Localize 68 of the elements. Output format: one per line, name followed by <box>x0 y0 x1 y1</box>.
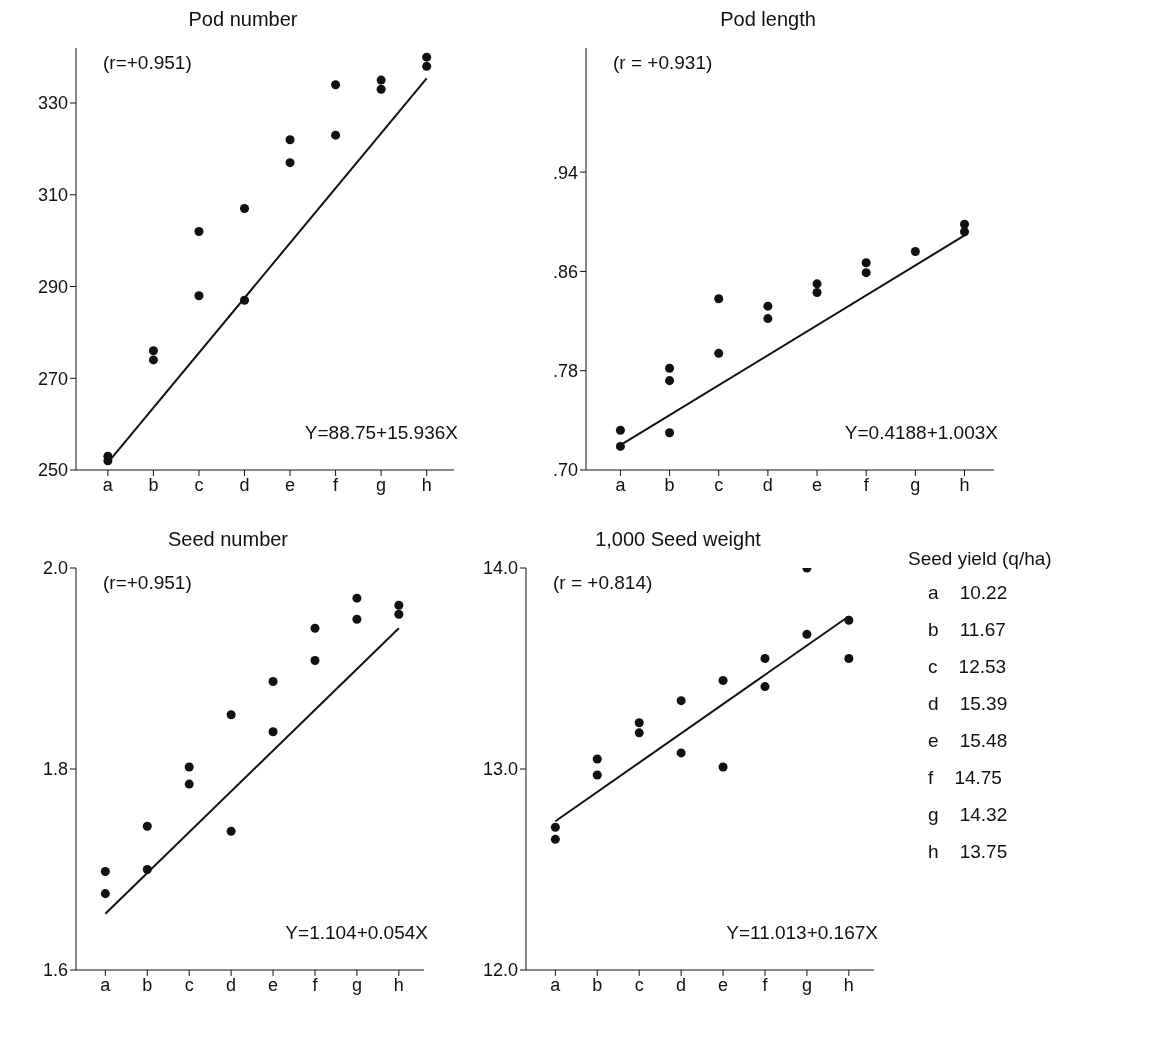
annotation: (r = +0.931) <box>613 52 713 74</box>
x-tick-label: f <box>863 474 870 495</box>
text: h 13.75 <box>927 841 1009 864</box>
x-tick-label: g <box>351 974 362 995</box>
chart-title: Seed number <box>166 528 290 552</box>
y-tick-label: 250 <box>37 460 68 481</box>
annotation: Y=1.104+0.054X <box>285 922 428 944</box>
text: g 14.32 <box>927 804 1009 827</box>
x-tick-label: a <box>550 974 562 995</box>
y-tick-label: .78 <box>552 361 578 382</box>
annotation: Y=0.4188+1.003X <box>844 422 998 444</box>
chart-title: 1,000 Seed weight <box>594 528 762 552</box>
y-tick-label: 330 <box>37 93 68 114</box>
y-tick-label: 290 <box>37 276 68 297</box>
x-tick-label: g <box>801 974 812 995</box>
y-tick-label: 1.6 <box>42 960 68 981</box>
x-tick-label: d <box>226 974 237 995</box>
annotation: Y=11.013+0.167X <box>726 922 878 944</box>
annotation: (r=+0.951) <box>103 52 192 74</box>
x-tick-label: a <box>100 974 112 995</box>
x-tick-label: h <box>959 474 970 495</box>
text: d 15.39 <box>927 693 1009 716</box>
y-tick-label: 1.8 <box>42 759 68 780</box>
x-tick-label: c <box>634 974 644 995</box>
y-tick-label: .94 <box>552 162 578 183</box>
y-tick-label: 310 <box>37 185 68 206</box>
y-tick-label: .86 <box>552 261 578 282</box>
x-tick-label: a <box>615 474 627 495</box>
x-tick-label: c <box>194 474 204 495</box>
x-tick-label: e <box>268 974 279 995</box>
text: c 12.53 <box>927 656 1008 679</box>
text: e 15.48 <box>927 730 1009 753</box>
x-tick-label: d <box>676 974 687 995</box>
x-tick-label: c <box>184 974 194 995</box>
x-tick-label: g <box>376 474 387 495</box>
x-tick-label: b <box>148 474 159 495</box>
x-tick-label: e <box>812 474 823 495</box>
text: a 10.22 <box>927 582 1009 605</box>
y-tick-label: 13.0 <box>482 759 518 780</box>
y-tick-label: 14.0 <box>482 558 518 579</box>
x-tick-label: e <box>285 474 296 495</box>
x-tick-label: h <box>393 974 404 995</box>
annotation: Y=88.75+15.936X <box>304 422 458 444</box>
text: b 11.67 <box>927 619 1007 642</box>
y-tick-label: 2.0 <box>42 558 68 579</box>
x-tick-label: a <box>102 474 114 495</box>
x-tick-label: b <box>664 474 675 495</box>
chart-title: Pod length <box>719 8 817 32</box>
x-tick-label: h <box>843 974 854 995</box>
x-tick-label: d <box>762 474 773 495</box>
x-tick-label: f <box>312 974 319 995</box>
x-tick-label: b <box>592 974 603 995</box>
x-tick-label: h <box>421 474 432 495</box>
x-tick-label: f <box>333 474 340 495</box>
text: f 14.75 <box>927 767 1003 790</box>
y-tick-label: .70 <box>552 460 578 481</box>
x-tick-label: d <box>239 474 250 495</box>
x-tick-label: b <box>142 974 153 995</box>
y-tick-label: 270 <box>37 368 68 389</box>
chart-title: Pod number <box>187 8 299 32</box>
text: Seed yield (q/ha) <box>908 548 1053 570</box>
annotation: (r=+0.951) <box>103 572 192 594</box>
x-tick-label: c <box>714 474 724 495</box>
y-tick-label: 12.0 <box>482 960 518 981</box>
x-tick-label: e <box>718 974 729 995</box>
x-tick-label: g <box>910 474 921 495</box>
x-tick-label: f <box>762 974 769 995</box>
annotation: (r = +0.814) <box>553 572 653 594</box>
